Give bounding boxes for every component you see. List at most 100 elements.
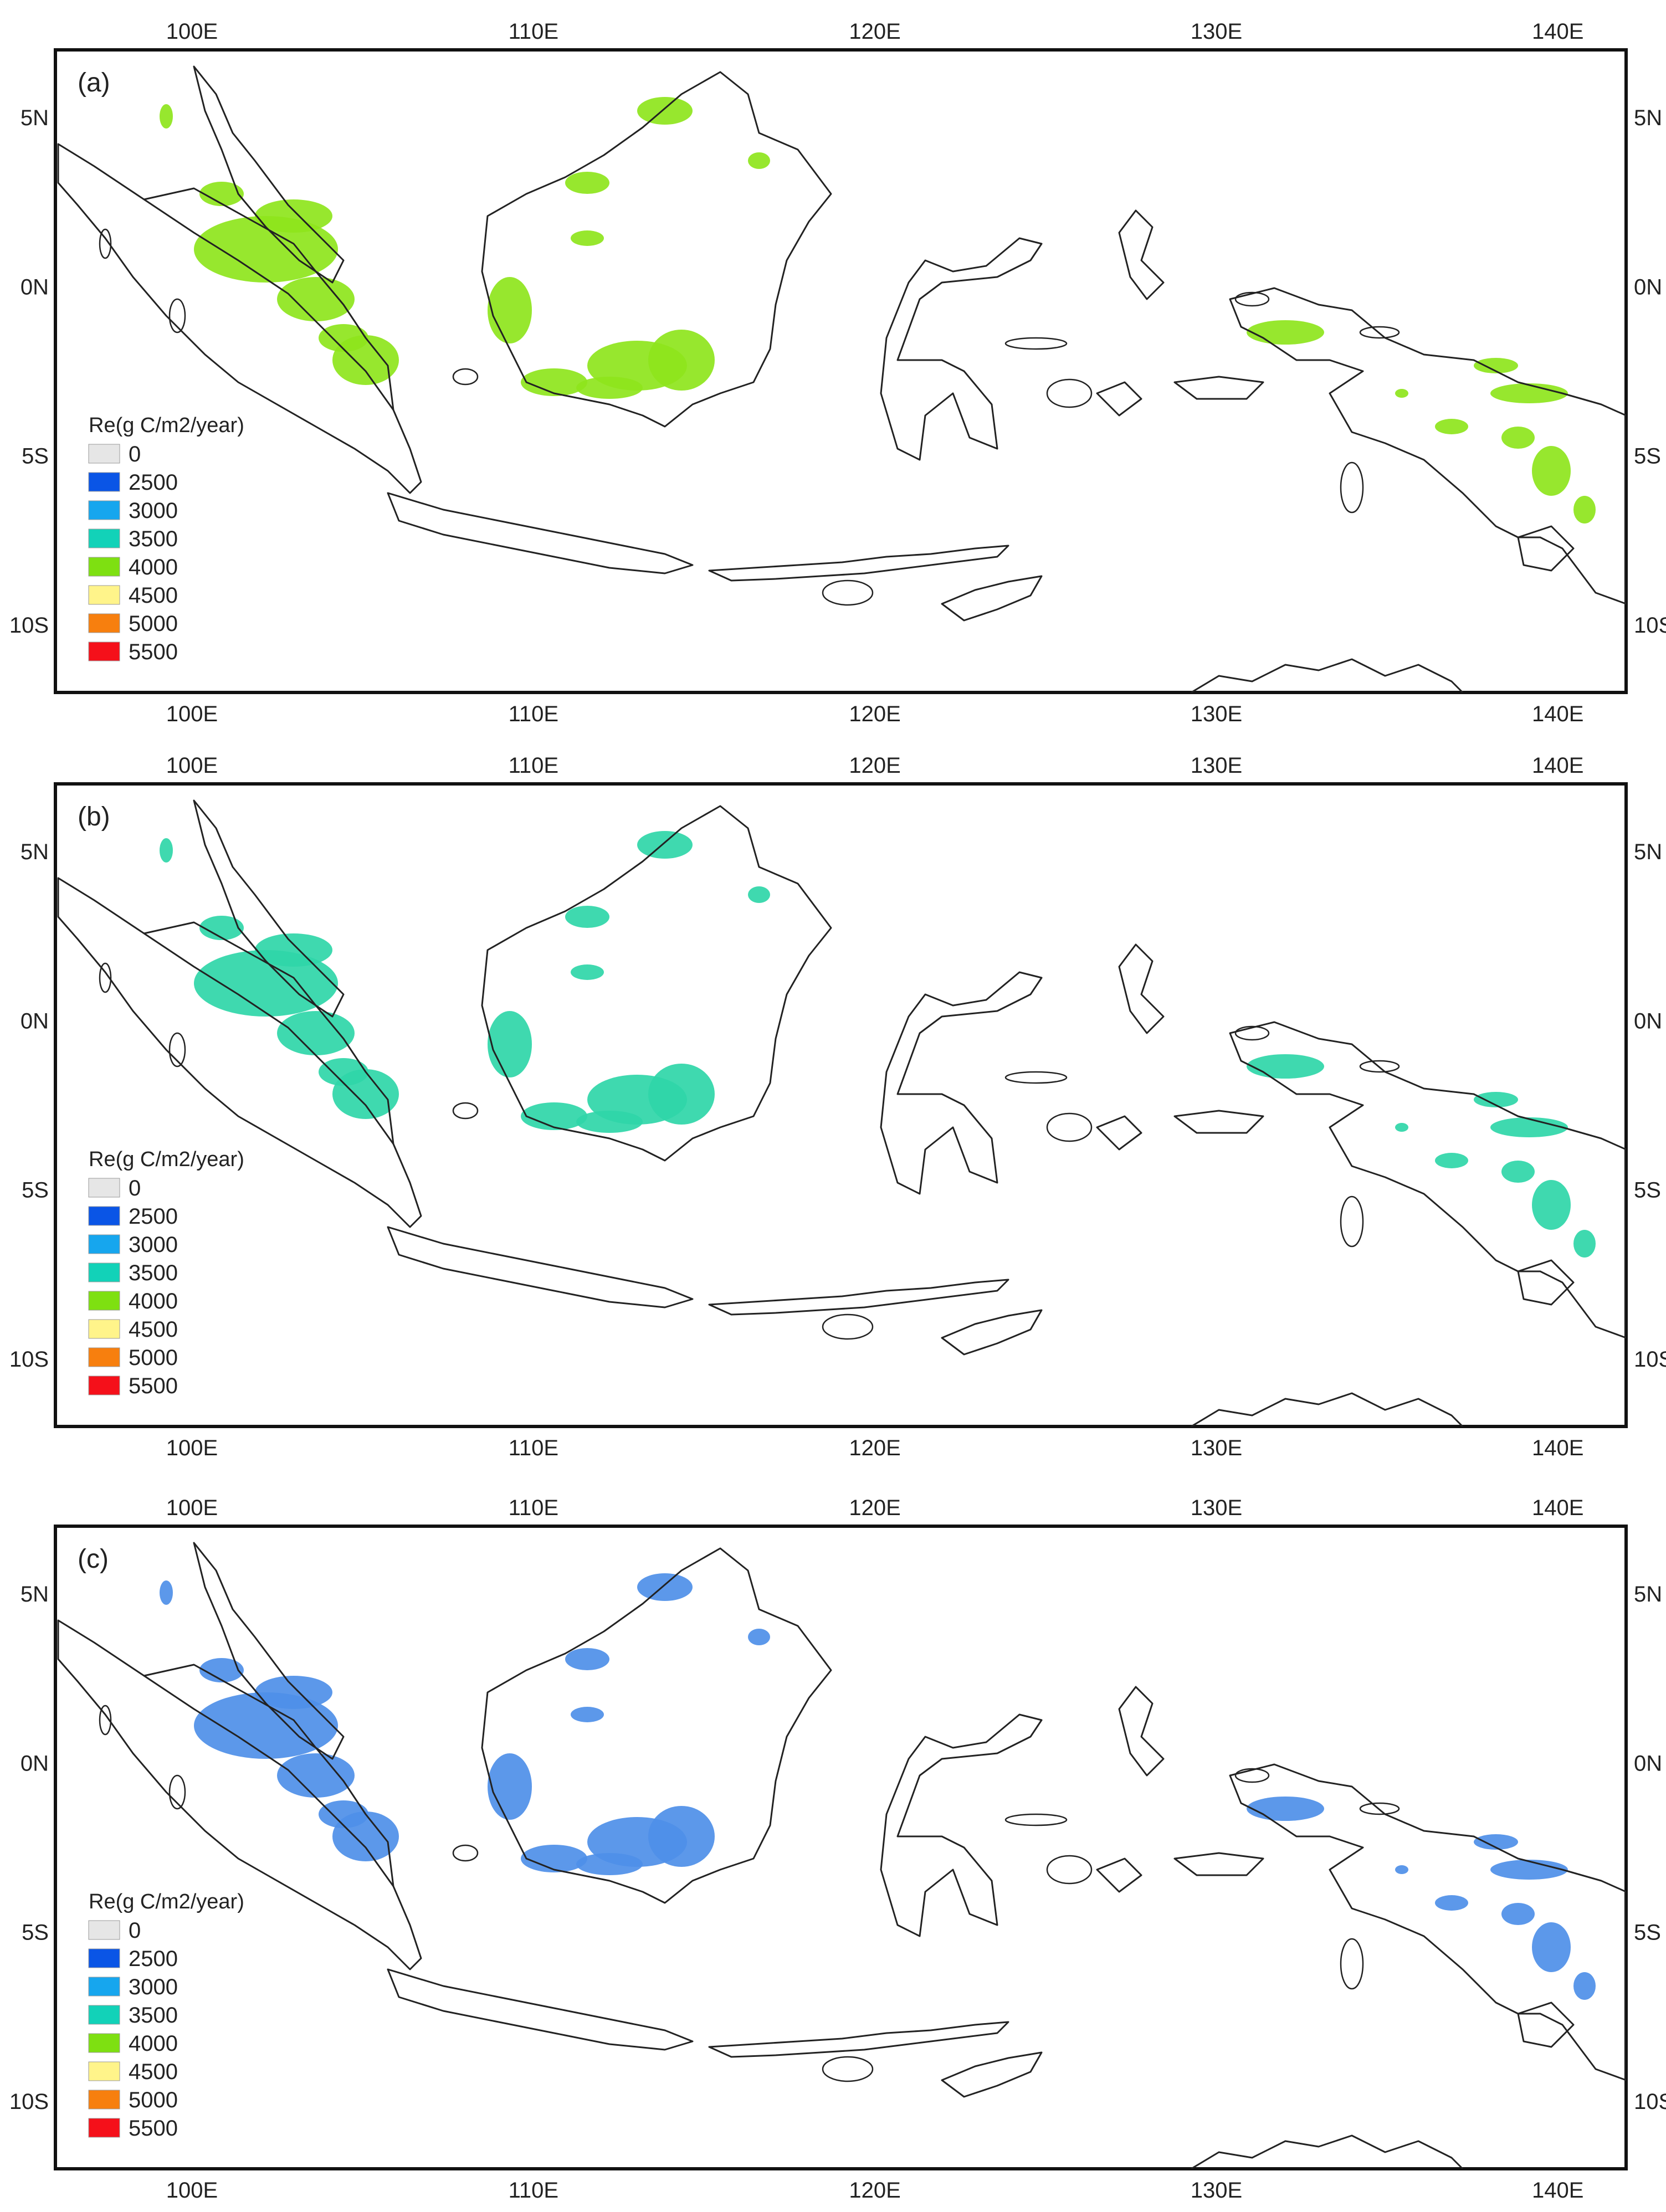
lon-tick-bottom: 140E	[1532, 2178, 1583, 2203]
legend-swatch	[88, 1920, 120, 1940]
legend-value: 5500	[129, 1374, 178, 1398]
lat-tick-right: 5N	[1634, 1582, 1662, 1607]
legend-swatch	[88, 1206, 120, 1226]
respiration-patch	[1474, 1092, 1518, 1107]
legend-value: 0	[129, 1176, 141, 1200]
respiration-patch	[565, 906, 609, 928]
legend-value: 2500	[129, 470, 178, 495]
legend-swatch	[88, 2090, 120, 2110]
legend: Re(g C/m2/year) 0 2500 3000 3500 4000 4500 5000…	[88, 414, 244, 664]
legend-swatch	[88, 557, 120, 577]
legend-value: 4500	[129, 2060, 178, 2084]
lon-tick-bottom: 130E	[1191, 1436, 1242, 1460]
respiration-patch	[521, 1845, 587, 1872]
lat-tick-right: 10S	[1634, 1347, 1666, 1372]
respiration-patch	[1490, 1117, 1568, 1137]
lat-tick-right: 5N	[1634, 106, 1662, 130]
respiration-patch	[1490, 383, 1568, 403]
panel-label: (a)	[78, 68, 110, 97]
lat-tick-left: 5N	[20, 1582, 49, 1607]
legend-swatch	[88, 1291, 120, 1311]
respiration-patch	[637, 831, 693, 859]
respiration-patch	[1435, 1153, 1468, 1168]
lon-tick-top: 120E	[849, 753, 900, 778]
lat-tick-right: 10S	[1634, 2090, 1666, 2114]
lat-tick-right: 5S	[1634, 1178, 1661, 1203]
legend: Re(g C/m2/year) 0 2500 3000 3500 4000 4500 5000…	[88, 1890, 244, 2141]
lon-tick-bottom: 140E	[1532, 702, 1583, 726]
legend-swatch	[88, 2033, 120, 2053]
respiration-patch	[255, 1676, 332, 1709]
lon-tick-bottom: 100E	[166, 1436, 218, 1460]
legend-value: 4000	[129, 1289, 178, 1313]
respiration-patch	[637, 97, 693, 125]
lat-tick-left: 5S	[22, 1921, 49, 1945]
legend-value: 0	[129, 442, 141, 466]
legend-swatch	[88, 1977, 120, 1997]
lon-tick-top: 110E	[509, 753, 558, 778]
legend-title: Re(g C/m2/year)	[89, 1148, 244, 1171]
lon-tick-top: 100E	[166, 753, 218, 778]
legend-swatch	[88, 472, 120, 492]
respiration-patch	[255, 933, 332, 967]
legend-value: 0	[129, 1918, 141, 1943]
respiration-patch	[199, 1658, 244, 1682]
respiration-patch	[488, 1011, 532, 1077]
respiration-patch	[648, 1806, 715, 1867]
panel-label: (c)	[78, 1544, 109, 1574]
respiration-patch	[1532, 1922, 1571, 1972]
respiration-patches	[160, 1573, 1596, 2000]
map-frame	[54, 48, 1628, 694]
lat-tick-left: 10S	[9, 2090, 49, 2114]
legend-swatch	[88, 528, 120, 548]
respiration-patch	[194, 950, 338, 1017]
respiration-patch	[1247, 320, 1324, 345]
respiration-patch	[576, 1853, 643, 1875]
respiration-patch	[277, 1753, 355, 1798]
lat-tick-right: 5N	[1634, 840, 1662, 864]
lon-tick-bottom: 120E	[849, 2178, 900, 2203]
legend-value: 5000	[129, 612, 178, 636]
respiration-patch	[1395, 1865, 1408, 1874]
respiration-patch	[748, 1629, 770, 1645]
lon-tick-bottom: 100E	[166, 2178, 218, 2203]
respiration-patch	[648, 1064, 715, 1125]
respiration-patch	[637, 1573, 693, 1601]
respiration-patch	[160, 838, 173, 863]
lon-tick-top: 120E	[849, 1496, 900, 1520]
lat-tick-left: 5S	[22, 444, 49, 469]
lat-tick-right: 0N	[1634, 275, 1662, 299]
lon-tick-top: 120E	[849, 19, 900, 44]
respiration-patch	[160, 104, 173, 129]
map-content	[57, 1542, 1626, 2169]
respiration-patch	[1490, 1860, 1568, 1880]
respiration-patch	[319, 1058, 368, 1086]
legend-value: 3000	[129, 499, 178, 523]
respiration-patch	[488, 1753, 532, 1820]
respiration-patches	[160, 831, 1596, 1258]
legend-swatch	[88, 1948, 120, 1968]
legend-value: 5500	[129, 2116, 178, 2141]
lat-tick-left: 5S	[22, 1178, 49, 1203]
respiration-patch	[277, 277, 355, 321]
respiration-patch	[1435, 419, 1468, 434]
respiration-patch	[571, 230, 604, 246]
lat-tick-left: 10S	[9, 1347, 49, 1372]
map-panel-3: (c) 100E 100E 110E 110E 120E 120E 130E 130E 140E 1…	[9, 1496, 1666, 2203]
respiration-patch	[194, 216, 338, 283]
legend-value: 3500	[129, 527, 178, 551]
lon-tick-top: 130E	[1191, 753, 1242, 778]
lon-tick-bottom: 110E	[509, 2178, 558, 2203]
lon-tick-top: 110E	[509, 1496, 558, 1520]
respiration-patch	[1573, 496, 1596, 524]
respiration-patch	[576, 1111, 643, 1133]
respiration-patch	[1573, 1972, 1596, 2000]
legend-swatch	[88, 613, 120, 633]
lon-tick-bottom: 120E	[849, 702, 900, 726]
legend-swatch	[88, 585, 120, 605]
respiration-patch	[1573, 1230, 1596, 1258]
legend-value: 5500	[129, 640, 178, 664]
lon-tick-top: 140E	[1532, 1496, 1583, 1520]
lat-tick-right: 5S	[1634, 1921, 1661, 1945]
respiration-patch	[565, 1648, 609, 1670]
